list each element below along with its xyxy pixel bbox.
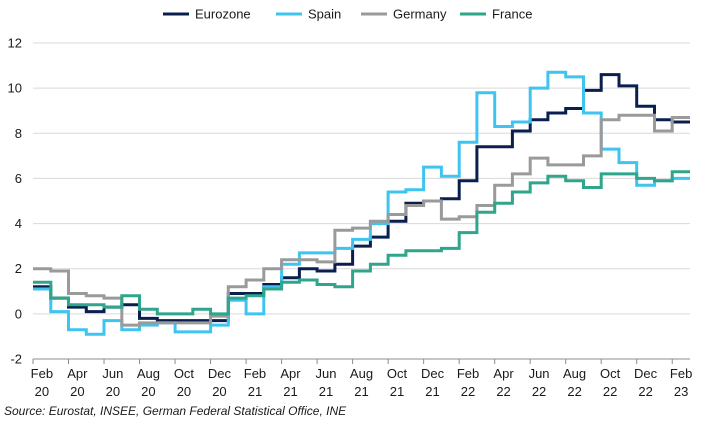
y-tick-label: -2 xyxy=(10,352,22,367)
series-line-germany xyxy=(33,113,690,327)
x-tick-month: Jun xyxy=(529,366,550,381)
x-tick-year: 21 xyxy=(354,384,368,399)
series-line-france xyxy=(33,170,690,316)
x-tick-year: 21 xyxy=(248,384,262,399)
x-tick-month: Dec xyxy=(421,366,445,381)
x-tick-year: 22 xyxy=(496,384,510,399)
x-tick-year: 20 xyxy=(212,384,226,399)
x-tick-year: 23 xyxy=(674,384,688,399)
gridlines xyxy=(33,42,690,360)
legend-label-spain: Spain xyxy=(308,7,341,22)
x-tick-year: 22 xyxy=(638,384,652,399)
x-tick-year: 22 xyxy=(532,384,546,399)
y-tick-label: 4 xyxy=(15,216,22,231)
x-tick-month: Feb xyxy=(457,366,479,381)
y-tick-label: 0 xyxy=(15,306,22,321)
legend: Eurozone Spain Germany France xyxy=(163,7,532,22)
x-tick-month: Feb xyxy=(244,366,266,381)
x-tick-year: 22 xyxy=(603,384,617,399)
y-tick-label: 12 xyxy=(8,36,22,51)
x-tick-year: 22 xyxy=(461,384,475,399)
x-tick-month: Jun xyxy=(102,366,123,381)
source-note: Source: Eurostat, INSEE, German Federal … xyxy=(4,404,347,418)
x-tick-month: Dec xyxy=(634,366,658,381)
legend-label-eurozone: Eurozone xyxy=(195,7,251,22)
x-tick-year: 21 xyxy=(390,384,404,399)
x-tick-month: Apr xyxy=(67,366,88,381)
x-tick-month: Feb xyxy=(31,366,53,381)
x-tick-month: Aug xyxy=(350,366,373,381)
x-tick-month: Dec xyxy=(208,366,232,381)
x-tick-month: Oct xyxy=(174,366,195,381)
x-tick-month: Oct xyxy=(387,366,408,381)
y-tick-label: 10 xyxy=(8,81,22,96)
y-tick-label: 2 xyxy=(15,261,22,276)
x-tick-year: 21 xyxy=(319,384,333,399)
x-tick-year: 20 xyxy=(141,384,155,399)
x-tick-month: Aug xyxy=(137,366,160,381)
y-tick-label: 8 xyxy=(15,126,22,141)
y-tick-label: 6 xyxy=(15,171,22,186)
x-tick-year: 21 xyxy=(283,384,297,399)
x-tick-year: 20 xyxy=(177,384,191,399)
x-tick-year: 21 xyxy=(425,384,439,399)
x-tick-month: Oct xyxy=(600,366,621,381)
x-tick-month: Apr xyxy=(493,366,514,381)
legend-label-germany: Germany xyxy=(393,7,447,22)
series-lines xyxy=(33,70,690,336)
x-tick-month: Feb xyxy=(670,366,692,381)
x-tick-year: 22 xyxy=(567,384,581,399)
x-tick-year: 20 xyxy=(70,384,84,399)
x-tick-month: Apr xyxy=(280,366,301,381)
x-tick-month: Aug xyxy=(563,366,586,381)
x-tick-month: Jun xyxy=(316,366,337,381)
x-tick-year: 20 xyxy=(106,384,120,399)
x-tick-year: 20 xyxy=(35,384,49,399)
legend-label-france: France xyxy=(492,7,532,22)
y-axis: -2 0 2 4 6 8 10 12 xyxy=(8,36,22,367)
x-axis: Feb 20 Apr 20 Jun 20 Aug 20 Oct 20 Dec 20 Feb 21 Apr 21… xyxy=(31,359,692,399)
